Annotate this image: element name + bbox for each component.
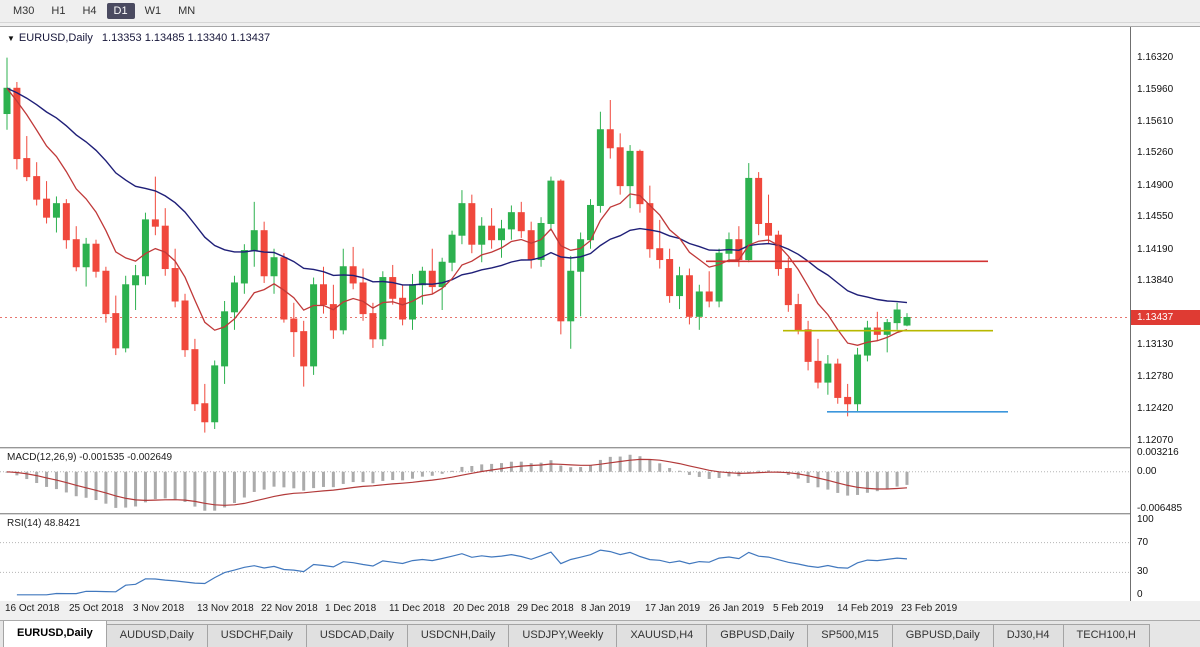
current-price-badge: 1.13437 [1131, 310, 1200, 326]
timeframe-button-mn[interactable]: MN [178, 5, 196, 17]
rsi-axis-label: 70 [1137, 536, 1149, 548]
time-axis-label: 22 Nov 2018 [261, 603, 318, 614]
price-axis-label: 1.12420 [1137, 403, 1174, 415]
chart-window: ▼ EURUSD,Daily 1.13353 1.13485 1.13340 1.1… [0, 26, 1200, 602]
rsi-axis-label: 0 [1137, 588, 1143, 600]
chart-tab-usdjpy-weekly[interactable]: USDJPY,Weekly [508, 624, 618, 647]
chart-tab-audusd-daily[interactable]: AUDUSD,Daily [105, 624, 208, 647]
macd-panel[interactable] [0, 449, 1130, 513]
macd-axis-max: 0.003216 [1137, 447, 1179, 459]
candles [3, 57, 911, 433]
price-axis-label: 1.15960 [1137, 84, 1174, 96]
rsi-panel[interactable] [0, 515, 1130, 600]
chart-tab-gbpusd-daily[interactable]: GBPUSD,Daily [706, 624, 809, 647]
time-axis-label: 16 Oct 2018 [5, 603, 60, 614]
price-axis-label: 1.13840 [1137, 275, 1174, 287]
price-axis-label: 1.14190 [1137, 243, 1174, 255]
panel-splitter-macd[interactable] [0, 447, 1200, 449]
price-axis: 1.13437 0.003216 0.00 -0.006485 1.16320 1… [1130, 27, 1200, 601]
chart-tab-usdcad-daily[interactable]: USDCAD,Daily [305, 624, 408, 647]
macd-axis-min: -0.006485 [1137, 503, 1183, 515]
time-axis-label: 5 Feb 2019 [773, 603, 824, 614]
timeframe-button-h4[interactable]: H4 [82, 5, 97, 17]
timeframe-toolbar: M30 H1 H4 D1 W1 MN [0, 0, 1200, 23]
time-axis-label: 25 Oct 2018 [69, 603, 124, 614]
chart-tab-tech100-h[interactable]: TECH100,H [1062, 624, 1150, 647]
rsi-axis-label: 100 [1137, 514, 1154, 526]
time-axis-label: 13 Nov 2018 [197, 603, 254, 614]
price-axis-label: 1.14550 [1137, 211, 1174, 223]
moving-averages [6, 87, 908, 346]
timeframe-button-w1[interactable]: W1 [144, 5, 162, 17]
timeframe-button-d1[interactable]: D1 [106, 3, 135, 19]
time-axis-label: 17 Jan 2019 [645, 603, 701, 614]
price-axis-label: 1.15610 [1137, 115, 1174, 127]
macd-indicator-label: MACD(12,26,9) -0.001535 -0.002649 [7, 452, 173, 463]
price-axis-label: 1.15260 [1137, 147, 1174, 159]
time-axis-label: 8 Jan 2019 [581, 603, 631, 614]
chart-tab-dj30-h4[interactable]: DJ30,H4 [992, 624, 1064, 647]
rsi-indicator-label: RSI(14) 48.8421 [7, 518, 81, 529]
price-axis-label: 1.14900 [1137, 179, 1174, 191]
rsi-axis-label: 30 [1137, 566, 1149, 578]
panel-splitter-rsi[interactable] [0, 513, 1200, 515]
rsi-line [16, 549, 908, 596]
time-axis-label: 14 Feb 2019 [837, 603, 894, 614]
chart-tab-eurusd-daily[interactable]: EURUSD,Daily [3, 621, 107, 647]
chart-ohlc-values: 1.13353 1.13485 1.13340 1.13437 [101, 32, 271, 44]
macd-histogram [5, 454, 909, 511]
price-axis-label: 1.13130 [1137, 339, 1174, 351]
chart-tab-usdcnh-daily[interactable]: USDCNH,Daily [406, 624, 510, 647]
price-axis-label: 1.12780 [1137, 370, 1174, 382]
time-axis-label: 23 Feb 2019 [901, 603, 958, 614]
time-axis-label: 20 Dec 2018 [453, 603, 510, 614]
chart-tabs-bar: EURUSD,Daily AUDUSD,Daily USDCHF,Daily USDC… [0, 620, 1200, 647]
timeframe-button-m30[interactable]: M30 [13, 5, 35, 17]
timeframe-button-h1[interactable]: H1 [51, 5, 66, 17]
price-axis-label: 1.16320 [1137, 51, 1174, 63]
time-axis: 16 Oct 2018 25 Oct 2018 3 Nov 2018 13 Nov 2… [0, 601, 1200, 618]
chart-tab-sp500-m15[interactable]: SP500,M15 [807, 624, 893, 647]
chart-tab-usdchf-daily[interactable]: USDCHF,Daily [206, 624, 307, 647]
chart-tab-xauusd-h4[interactable]: XAUUSD,H4 [616, 624, 708, 647]
price-axis-label: 1.12070 [1137, 434, 1174, 446]
time-axis-label: 11 Dec 2018 [389, 603, 445, 614]
macd-signal-line [6, 458, 908, 506]
chart-title: ▼ EURUSD,Daily 1.13353 1.13485 1.13340 1.1… [7, 32, 270, 44]
price-chart[interactable] [0, 27, 1130, 447]
chart-tab-gbpusd-daily[interactable]: GBPUSD,Daily [891, 624, 994, 647]
symbol-marker-icon: ▼ [7, 34, 15, 43]
macd-axis-zero: 0.00 [1137, 465, 1157, 477]
time-axis-label: 1 Dec 2018 [325, 603, 377, 614]
time-axis-label: 29 Dec 2018 [517, 603, 574, 614]
time-axis-label: 26 Jan 2019 [709, 603, 765, 614]
time-axis-label: 3 Nov 2018 [133, 603, 185, 614]
chart-symbol-label: EURUSD,Daily [18, 32, 93, 44]
